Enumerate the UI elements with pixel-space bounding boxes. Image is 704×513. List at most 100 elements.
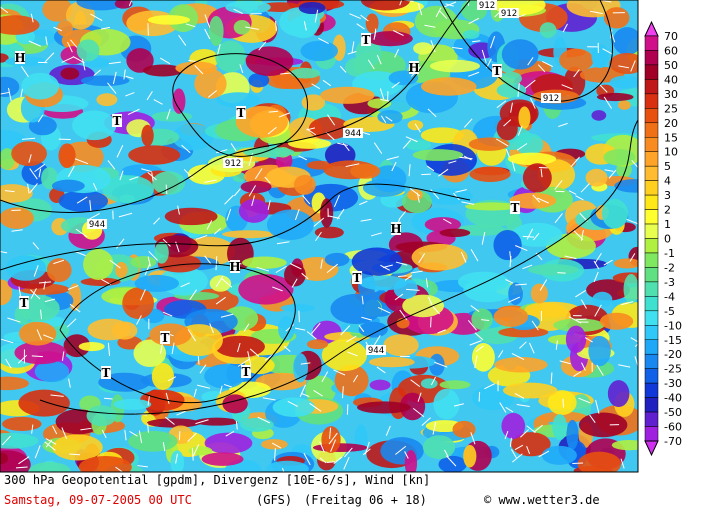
- wind-barb: [505, 406, 514, 413]
- colorbar-label: 50: [664, 59, 678, 72]
- wind-barb: [346, 335, 357, 343]
- wind-barb: [406, 288, 420, 291]
- geopotential-contour: [59, 263, 296, 404]
- wind-barb: [151, 172, 154, 182]
- marker-box: [352, 271, 362, 284]
- field-blob: [498, 327, 549, 338]
- wind-barb: [207, 90, 218, 98]
- wind-barb: [15, 466, 28, 469]
- wind-barb: [185, 23, 196, 28]
- wind-barb: [204, 179, 217, 183]
- geopotential-contour: [0, 183, 471, 271]
- field-blob: [607, 380, 630, 408]
- wind-barb: [376, 54, 382, 65]
- wind-barb: [444, 449, 449, 458]
- wind-barb: [399, 0, 403, 6]
- field-blob: [293, 174, 316, 195]
- field-blob: [233, 19, 251, 35]
- field-blob: [367, 98, 392, 109]
- wind-barb: [347, 351, 358, 357]
- pressure-marker: T: [511, 201, 520, 215]
- wind-barb: [376, 366, 386, 374]
- colorbar-band: [644, 137, 659, 152]
- wind-barb: [171, 342, 175, 355]
- wind-barb: [530, 97, 536, 109]
- wind-barb: [245, 26, 259, 30]
- field-blob: [541, 445, 577, 465]
- field-blob: [357, 401, 411, 414]
- field-blob: [613, 258, 638, 269]
- field-blob: [588, 335, 611, 367]
- wind-barb: [468, 17, 480, 25]
- wind-barb: [44, 52, 55, 63]
- field-blob: [11, 141, 47, 167]
- wind-barb: [509, 437, 512, 447]
- wind-barb: [333, 194, 340, 208]
- wind-barb: [417, 392, 422, 402]
- wind-barb: [328, 432, 338, 445]
- wind-barb: [43, 334, 54, 340]
- colorbar-label: 4: [664, 175, 671, 188]
- wind-barb: [289, 263, 302, 270]
- colorbar-label: 5: [664, 160, 671, 173]
- field-blob: [368, 356, 415, 368]
- field-blob: [113, 398, 152, 410]
- wind-barb: [517, 125, 523, 136]
- wind-barb: [333, 369, 346, 376]
- wind-barb: [29, 168, 38, 180]
- colorbar-label: 3: [664, 189, 671, 202]
- wind-barb: [189, 289, 197, 301]
- colorbar-label: 30: [664, 88, 678, 101]
- contour-label: 912: [501, 9, 517, 19]
- colorbar-label: -4: [664, 290, 675, 303]
- wind-barb: [294, 209, 300, 221]
- wind-barb: [67, 165, 75, 178]
- wind-barb: [507, 296, 521, 303]
- colorbar-label: -10: [664, 319, 682, 332]
- wind-barb: [555, 340, 558, 350]
- marker-box: [160, 331, 170, 344]
- wind-barb: [264, 176, 271, 184]
- wind-barb: [442, 218, 452, 225]
- wind-barb: [326, 263, 338, 273]
- wind-barb: [220, 313, 234, 318]
- wind-barb: [38, 281, 52, 284]
- field-blob: [201, 452, 244, 466]
- wind-barb: [453, 403, 464, 407]
- field-blob: [422, 435, 456, 460]
- wind-barb: [137, 465, 148, 468]
- wind-barb: [275, 265, 287, 274]
- wind-barb: [28, 40, 42, 47]
- field-blob: [298, 1, 326, 15]
- wind-barb: [129, 430, 138, 437]
- field-blob: [194, 417, 239, 426]
- field-blob: [596, 92, 634, 102]
- wind-barb: [216, 149, 228, 154]
- wind-barb: [275, 20, 277, 31]
- wind-barb: [136, 315, 142, 325]
- wind-barb: [404, 451, 409, 459]
- wind-barb: [214, 227, 222, 235]
- field-blob: [358, 321, 388, 338]
- contour-label-box: [499, 8, 519, 18]
- wind-barb: [153, 217, 161, 225]
- wind-barb: [300, 392, 310, 398]
- field-blob: [58, 143, 76, 169]
- colorbar-label: 40: [664, 73, 678, 86]
- wind-barb: [233, 188, 241, 197]
- field-blob: [194, 68, 227, 99]
- field-blob: [468, 137, 510, 151]
- wind-barb: [414, 123, 421, 133]
- wind-barb: [28, 154, 32, 163]
- wind-barb: [144, 263, 151, 276]
- wind-barb: [239, 64, 244, 74]
- wind-barb: [512, 453, 523, 463]
- pressure-marker: T: [161, 331, 170, 345]
- field-blob: [287, 138, 332, 149]
- wind-barb: [412, 408, 425, 418]
- pressure-marker: T: [113, 114, 122, 128]
- field-blob: [462, 29, 480, 40]
- marker-box: [101, 366, 111, 379]
- field-blob: [170, 450, 185, 472]
- wind-barb: [448, 160, 457, 164]
